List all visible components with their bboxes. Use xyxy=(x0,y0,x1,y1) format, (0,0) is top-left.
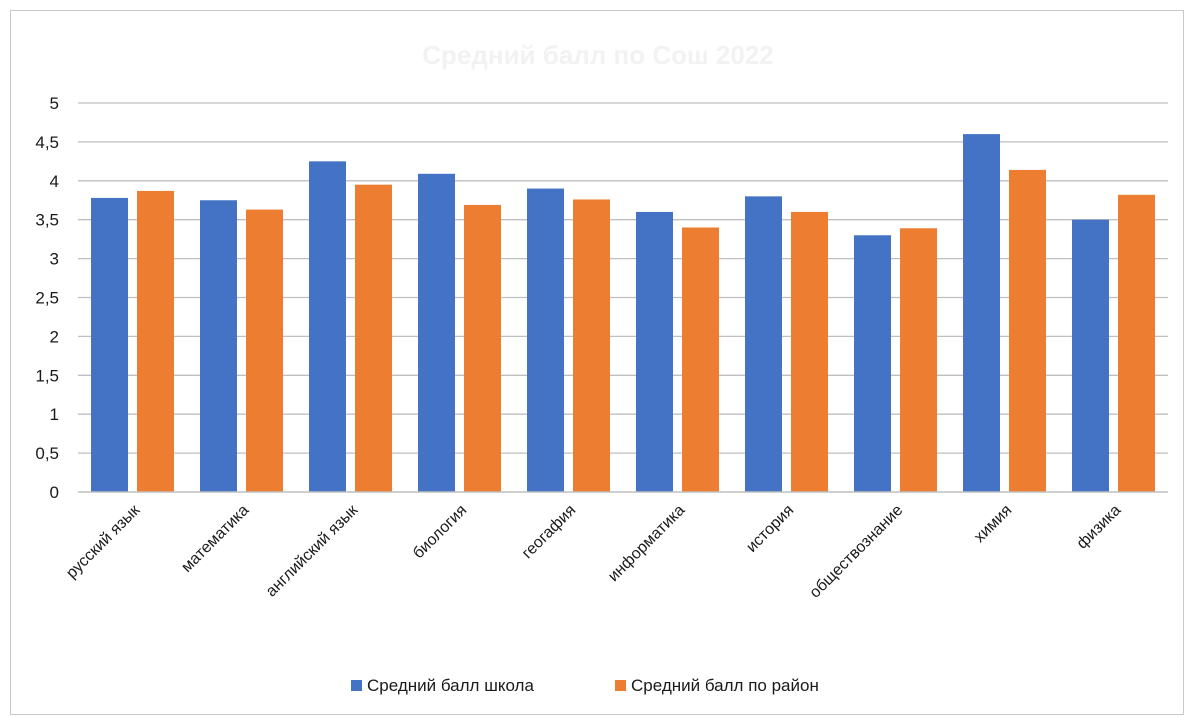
x-tick-label: русский язык xyxy=(63,501,144,582)
bar-series-1 xyxy=(963,134,1000,492)
y-tick-label: 0,5 xyxy=(35,444,59,463)
legend-swatch-series-1 xyxy=(351,680,362,691)
bar-series-2 xyxy=(900,228,937,492)
y-tick-label: 2 xyxy=(50,327,59,346)
chart-title: Средний балл по Сош 2022 xyxy=(422,40,774,70)
legend-swatch-series-2 xyxy=(615,680,626,691)
bar-series-1 xyxy=(527,188,564,492)
bar-series-2 xyxy=(464,204,501,492)
bar-series-2 xyxy=(355,184,392,492)
x-tick-label: геогафия xyxy=(519,502,579,562)
bar-series-1 xyxy=(854,235,891,492)
x-tick-label: английский язык xyxy=(263,501,362,600)
bar-series-2 xyxy=(1118,194,1155,492)
bar-series-1 xyxy=(91,197,128,492)
x-axis-ticks: русский язык математика английский язык био… xyxy=(63,501,1124,601)
bar-series-1 xyxy=(418,173,455,492)
legend-label-series-2: Средний балл по район xyxy=(631,676,819,695)
y-axis-ticks: 0 0,5 1 1,5 2 2,5 3 3,5 4 4,5 5 xyxy=(35,94,59,502)
y-tick-label: 2,5 xyxy=(35,289,59,308)
y-tick-label: 1 xyxy=(50,405,59,424)
bar-series-2 xyxy=(1009,169,1046,492)
x-tick-label: физика xyxy=(1074,502,1125,553)
bar-series-2 xyxy=(137,190,174,492)
bar-series-1 xyxy=(745,196,782,493)
legend-label-series-1: Средний балл школа xyxy=(367,676,534,695)
bar-series-2 xyxy=(791,211,828,493)
bar-series-1 xyxy=(309,161,346,492)
bar-series-2 xyxy=(573,199,610,493)
x-tick-label: химия xyxy=(971,502,1015,546)
y-tick-label: 4,5 xyxy=(35,133,59,152)
x-tick-label: математика xyxy=(178,502,252,576)
x-tick-label: история xyxy=(743,502,797,556)
bars xyxy=(91,134,1155,493)
x-tick-label: обществознание xyxy=(807,502,907,602)
bar-series-1 xyxy=(636,211,673,493)
chart-area: Средний балл по Сош 2022 0 0,5 1 1,5 2 2,5 3 3,… xyxy=(10,10,1184,715)
bar-series-2 xyxy=(682,227,719,493)
y-tick-label: 3,5 xyxy=(35,211,59,230)
y-tick-label: 1,5 xyxy=(35,366,59,385)
x-tick-label: информатика xyxy=(605,502,688,585)
y-tick-label: 5 xyxy=(50,94,59,113)
bar-series-1 xyxy=(1072,219,1109,492)
x-tick-label: биология xyxy=(410,502,470,562)
y-tick-label: 4 xyxy=(50,172,59,191)
legend: Средний балл школа Средний балл по район xyxy=(351,676,819,695)
y-tick-label: 3 xyxy=(50,250,59,269)
gridlines xyxy=(78,102,1168,454)
bar-series-1 xyxy=(200,200,237,492)
bar-series-2 xyxy=(246,209,283,492)
y-tick-label: 0 xyxy=(50,483,59,502)
bar-chart: Средний балл по Сош 2022 0 0,5 1 1,5 2 2,5 3 3,… xyxy=(35,40,1168,695)
